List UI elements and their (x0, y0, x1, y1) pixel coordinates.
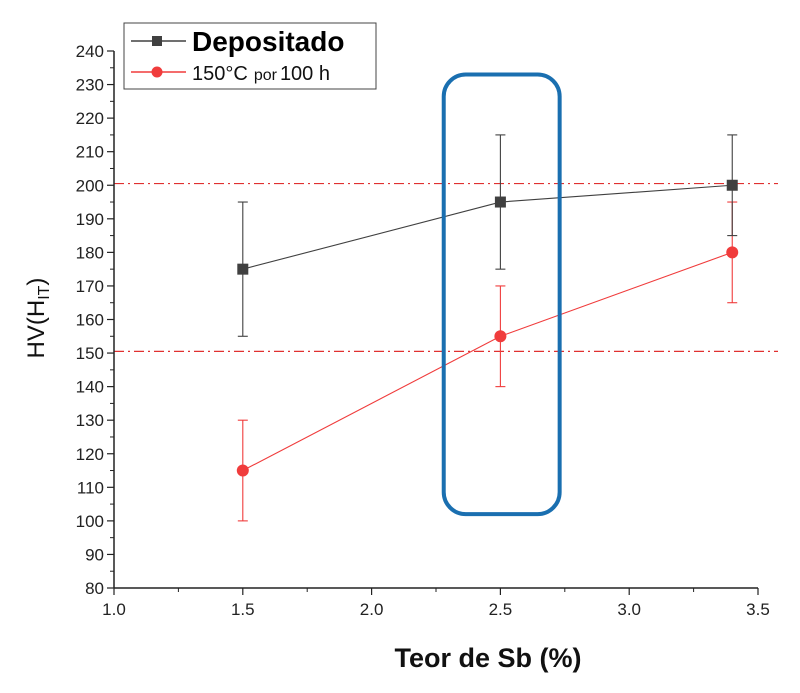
y-tick-label-10: 180 (76, 243, 104, 262)
y-axis-label-close: ) (23, 278, 50, 286)
y-tick-label-6: 140 (76, 378, 104, 397)
x-tick-label-2: 2.0 (360, 600, 384, 619)
y-tick-label-13: 210 (76, 143, 104, 162)
highlight-box (441, 72, 562, 517)
series-1 (236, 201, 739, 522)
x-axis-label: Teor de Sb (%) (394, 643, 581, 673)
legend-box (123, 22, 377, 90)
x-tick-label-3: 2.5 (489, 600, 513, 619)
series-layer (236, 134, 739, 522)
series-0-point-2 (726, 179, 738, 191)
series-0-line (242, 184, 733, 270)
x-tick-label-4: 3.0 (617, 600, 641, 619)
y-tick-label-7: 150 (76, 344, 104, 363)
y-axis-label-subscript: IT (36, 285, 53, 299)
series-1-point-2 (726, 246, 739, 259)
y-tick-label-12: 200 (76, 176, 104, 195)
y-tick-label-14: 220 (76, 109, 104, 128)
legend-label-150c-part1: 150°C (192, 63, 248, 85)
y-tick-label-5: 130 (76, 411, 104, 430)
y-tick-label-1: 90 (85, 545, 104, 564)
highlight-layer (441, 72, 562, 517)
legend: Depositado 150°C por 100 h (123, 22, 377, 90)
y-axis-label: HV(HIT) (23, 278, 53, 359)
series-1-point-0 (236, 464, 249, 477)
series-0-point-0 (237, 263, 249, 275)
legend-label-150c: 150°C por 100 h (192, 63, 330, 85)
axes: 80 90 100 110 120 130 140 150 160 170 180 190 200 210… (76, 42, 770, 619)
y-tick-label-0: 80 (85, 579, 104, 598)
reference-lines (114, 182, 778, 352)
series-1-line (242, 251, 733, 472)
legend-label-150c-part2: por (254, 67, 278, 84)
series-1-point-1 (494, 330, 507, 343)
y-tick-label-4: 120 (76, 445, 104, 464)
x-tick-label-0: 1.0 (102, 600, 126, 619)
y-tick-label-9: 170 (76, 277, 104, 296)
y-tick-label-8: 160 (76, 311, 104, 330)
y-tick-label-2: 100 (76, 512, 104, 531)
y-tick-label-3: 110 (77, 478, 104, 497)
y-tick-label-11: 190 (76, 210, 104, 229)
y-tick-label-16: 240 (76, 42, 104, 61)
y-axis-label-main: HV(H (23, 300, 50, 359)
y-tick-label-15: 230 (76, 76, 104, 95)
x-tick-label-1: 1.5 (231, 600, 255, 619)
legend-label-150c-part3: 100 h (280, 63, 330, 85)
legend-label-depositado: Depositado (192, 26, 344, 57)
series-0 (237, 134, 738, 337)
series-0-point-1 (494, 196, 506, 208)
x-tick-label-5: 3.5 (746, 600, 770, 619)
legend-marker-depositado (152, 36, 162, 46)
legend-marker-150c (151, 66, 163, 78)
